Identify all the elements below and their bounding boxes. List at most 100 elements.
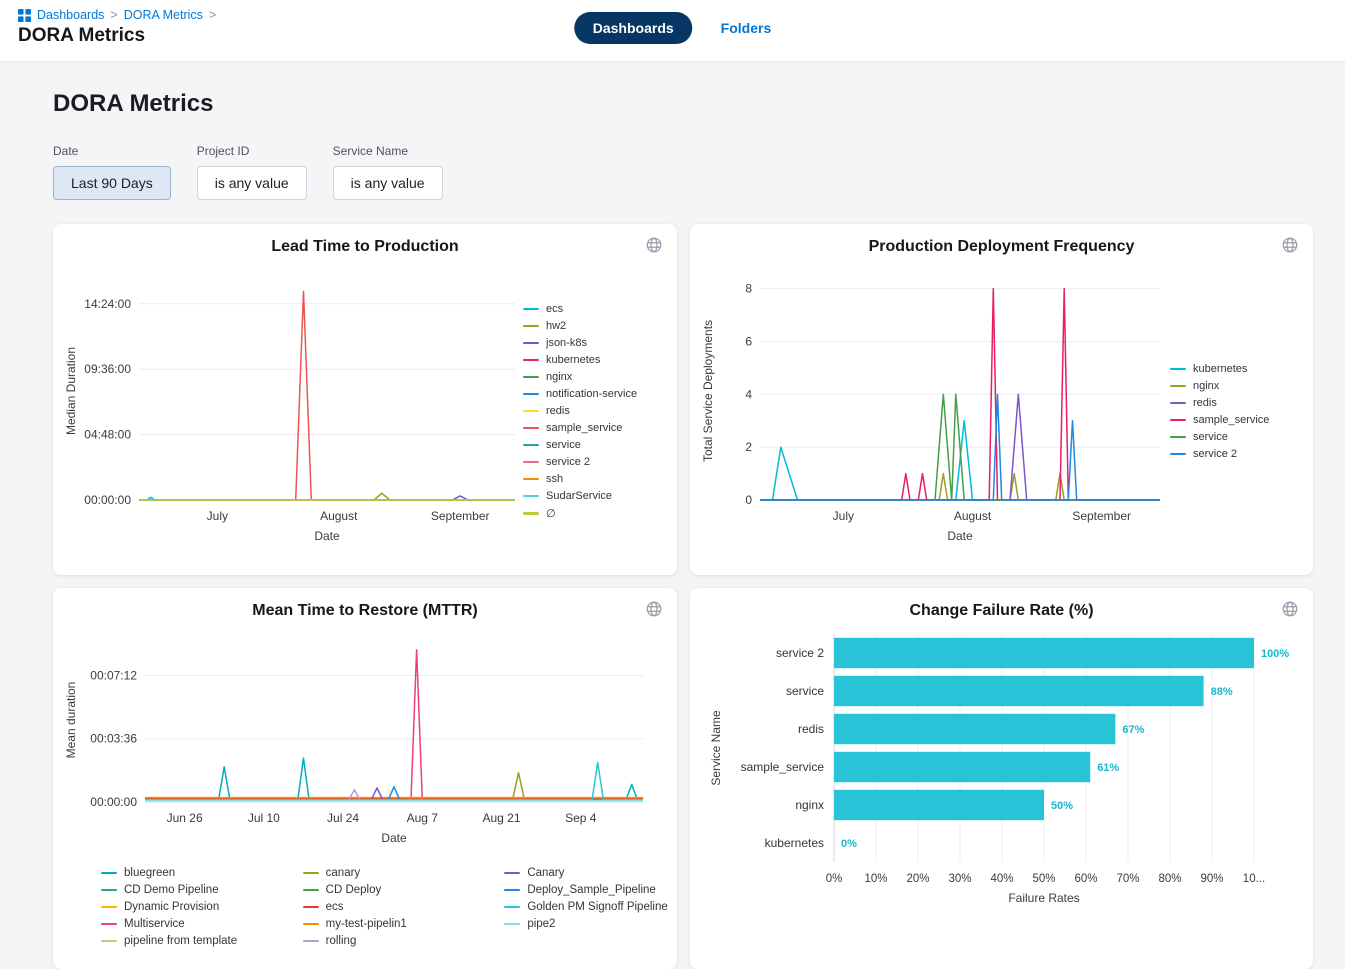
legend-item[interactable]: pipe2 [504, 918, 676, 930]
legend-label: json-k8s [546, 337, 587, 349]
svg-text:September: September [431, 509, 490, 523]
legend-swatch [303, 940, 319, 943]
legend-label: CD Demo Pipeline [124, 884, 219, 896]
legend-item[interactable]: nginx [523, 371, 637, 383]
legend-swatch [504, 872, 520, 875]
legend-item[interactable]: json-k8s [523, 337, 637, 349]
filter-service-name: Service Name is any value [333, 144, 443, 200]
legend-item[interactable]: sample_service [1170, 414, 1269, 426]
legend-item[interactable]: pipeline from template [101, 935, 273, 947]
globe-icon[interactable] [643, 598, 665, 623]
svg-text:Date: Date [947, 529, 973, 543]
globe-icon[interactable] [1279, 598, 1301, 623]
legend-item[interactable]: hw2 [523, 320, 637, 332]
tab-dashboards[interactable]: Dashboards [574, 12, 693, 44]
svg-text:61%: 61% [1097, 762, 1119, 774]
legend-label: sample_service [1193, 414, 1269, 426]
legend-item[interactable]: notification-service [523, 388, 637, 400]
legend-item[interactable]: service [523, 439, 637, 451]
legend-item[interactable]: service 2 [1170, 448, 1269, 460]
svg-text:00:00:00: 00:00:00 [84, 493, 131, 507]
legend-item[interactable]: ecs [303, 901, 475, 913]
legend-item[interactable]: CD Demo Pipeline [101, 884, 273, 896]
globe-icon[interactable] [1279, 234, 1301, 259]
chart-title: Mean Time to Restore (MTTR) [61, 602, 669, 620]
svg-text:Mean duration: Mean duration [64, 682, 78, 759]
legend-item[interactable]: ssh [523, 473, 637, 485]
legend-swatch [504, 906, 520, 909]
legend-item[interactable]: bluegreen [101, 867, 273, 879]
legend-swatch [1170, 419, 1186, 422]
legend-swatch [1170, 436, 1186, 439]
legend-label: ∅ [546, 507, 556, 520]
breadcrumb-link-dashboards[interactable]: Dashboards [37, 8, 104, 22]
legend-item[interactable]: Canary [504, 867, 676, 879]
svg-text:00:00:00: 00:00:00 [90, 795, 137, 809]
legend-item[interactable]: rolling [303, 935, 475, 947]
legend-label: Golden PM Signoff Pipeline [527, 901, 667, 913]
filter-service-name-label: Service Name [333, 144, 443, 158]
mttr-legend: bluegreen CD Demo Pipeline Dynamic Provisi… [101, 867, 676, 961]
chart-canvas: 02468JulyAugustSeptemberDateTotal Servic… [698, 256, 1170, 562]
filter-service-name-value[interactable]: is any value [333, 166, 443, 200]
legend-item[interactable]: service [1170, 431, 1269, 443]
legend-label: notification-service [546, 388, 637, 400]
svg-text:50%: 50% [1032, 873, 1055, 885]
legend-item[interactable]: Golden PM Signoff Pipeline [504, 901, 676, 913]
legend-swatch [303, 906, 319, 909]
svg-text:Median Duration: Median Duration [64, 347, 78, 435]
legend-item[interactable]: kubernetes [523, 354, 637, 366]
legend-item[interactable]: sample_service [523, 422, 637, 434]
svg-text:Failure Rates: Failure Rates [1008, 891, 1079, 905]
legend-label: my-test-pipelin1 [326, 918, 407, 930]
svg-text:Date: Date [381, 831, 407, 845]
tab-folders[interactable]: Folders [721, 20, 772, 36]
legend-item[interactable]: redis [523, 405, 637, 417]
legend-label: ecs [326, 901, 344, 913]
svg-text:September: September [1072, 509, 1131, 523]
legend-item[interactable]: ∅ [523, 507, 637, 520]
svg-text:00:07:12: 00:07:12 [90, 668, 137, 682]
legend-item[interactable]: nginx [1170, 380, 1269, 392]
legend-swatch [303, 889, 319, 892]
filter-project-id-value[interactable]: is any value [197, 166, 307, 200]
legend-item[interactable]: kubernetes [1170, 363, 1269, 375]
svg-text:Aug 21: Aug 21 [482, 811, 520, 825]
legend-item[interactable]: SudarService [523, 490, 637, 502]
svg-text:kubernetes: kubernetes [764, 836, 823, 850]
dashboards-grid-icon [18, 9, 31, 22]
legend-swatch [1170, 402, 1186, 405]
legend-swatch [1170, 368, 1186, 371]
breadcrumb-separator: > [110, 8, 117, 22]
svg-text:0%: 0% [841, 838, 857, 850]
dashboard-main: DORA Metrics Date Last 90 Days Project I… [0, 62, 1345, 969]
legend-item[interactable]: CD Deploy [303, 884, 475, 896]
legend-swatch [523, 359, 539, 362]
svg-text:10...: 10... [1242, 873, 1264, 885]
legend-item[interactable]: Multiservice [101, 918, 273, 930]
chart-canvas: 0%10%20%30%40%50%60%70%80%90%10...servic… [702, 620, 1302, 924]
card-deployment-frequency: Production Deployment Frequency 02468Jul… [690, 224, 1313, 575]
filter-date-value[interactable]: Last 90 Days [53, 166, 171, 200]
charts-grid: Lead Time to Production 00:00:0004:48:00… [53, 224, 1313, 969]
deployment-frequency-chart: 02468JulyAugustSeptemberDateTotal Servic… [698, 256, 1170, 567]
globe-icon[interactable] [643, 234, 665, 259]
svg-text:Jul 24: Jul 24 [327, 811, 359, 825]
legend-item[interactable]: my-test-pipelin1 [303, 918, 475, 930]
legend-item[interactable]: Dynamic Provision [101, 901, 273, 913]
breadcrumb-link-dora-metrics[interactable]: DORA Metrics [124, 8, 203, 22]
legend-item[interactable]: ecs [523, 303, 637, 315]
legend-swatch [523, 478, 539, 481]
legend-item[interactable]: canary [303, 867, 475, 879]
svg-text:0: 0 [745, 493, 752, 507]
legend-item[interactable]: redis [1170, 397, 1269, 409]
svg-text:6: 6 [745, 334, 752, 348]
legend-item[interactable]: Deploy_Sample_Pipeline [504, 884, 676, 896]
svg-text:Service Name: Service Name [709, 710, 723, 786]
legend-label: kubernetes [546, 354, 600, 366]
legend-swatch [101, 906, 117, 909]
legend-item[interactable]: service 2 [523, 456, 637, 468]
legend-label: Multiservice [124, 918, 185, 930]
svg-text:Sep 4: Sep 4 [565, 811, 597, 825]
svg-text:80%: 80% [1158, 873, 1181, 885]
